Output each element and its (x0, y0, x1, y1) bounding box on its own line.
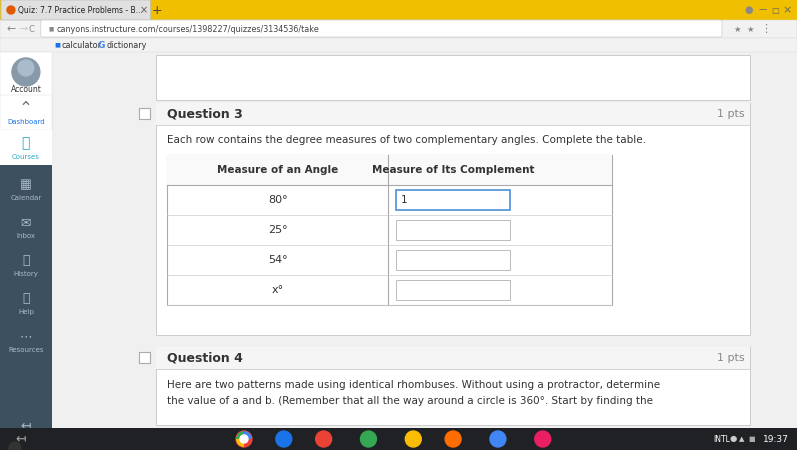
FancyBboxPatch shape (156, 347, 750, 425)
Text: ✉: ✉ (21, 216, 31, 230)
Text: ←: ← (7, 24, 16, 34)
Text: 1: 1 (400, 195, 407, 205)
Circle shape (276, 431, 292, 447)
Text: ★: ★ (734, 24, 742, 33)
Text: 80°: 80° (268, 195, 288, 205)
Bar (167, 155, 613, 305)
Bar (0, 95, 52, 130)
Text: +: + (152, 4, 162, 17)
Text: ↤: ↤ (15, 432, 26, 446)
Text: ×: × (782, 5, 792, 15)
FancyBboxPatch shape (41, 20, 722, 37)
Text: ●: ● (730, 435, 738, 444)
Text: G: G (98, 40, 105, 50)
Bar (396, 190, 510, 210)
Text: Resources: Resources (8, 347, 44, 353)
Text: ★: ★ (747, 24, 754, 33)
Text: —: — (759, 5, 767, 14)
Bar (0, 130, 52, 165)
Text: ⧖: ⧖ (22, 255, 30, 267)
Text: ▦: ▦ (20, 179, 32, 192)
Bar (0, 165, 52, 428)
Text: canyons.instructure.com/courses/1398227/quizzes/3134536/take: canyons.instructure.com/courses/1398227/… (57, 24, 319, 33)
Text: ⎕: ⎕ (22, 136, 30, 150)
Circle shape (18, 60, 34, 76)
Text: dictionary: dictionary (106, 40, 147, 50)
Text: ⌃: ⌃ (19, 99, 33, 117)
Text: the value of a and b. (Remember that all the way around a circle is 360°. Start : the value of a and b. (Remember that all… (167, 396, 654, 406)
Text: Question 4: Question 4 (167, 351, 243, 364)
Wedge shape (244, 439, 252, 447)
Text: ■: ■ (749, 436, 755, 442)
Text: ■: ■ (54, 42, 61, 48)
Text: Calendar: Calendar (10, 195, 42, 201)
Text: 1 pts: 1 pts (718, 353, 745, 363)
Bar (0, 20, 797, 38)
Text: Quiz: 7.7 Practice Problems - B...: Quiz: 7.7 Practice Problems - B... (18, 5, 142, 14)
Bar (396, 220, 510, 240)
Text: Account: Account (10, 86, 42, 94)
Text: ⓘ: ⓘ (22, 292, 30, 306)
Bar (0, 38, 797, 52)
Bar (156, 347, 750, 369)
Circle shape (236, 431, 252, 447)
FancyBboxPatch shape (1, 0, 150, 20)
Text: ⋮: ⋮ (760, 24, 771, 34)
Text: Question 3: Question 3 (167, 108, 243, 121)
Text: calculator: calculator (62, 40, 102, 50)
Text: ×: × (139, 5, 147, 15)
Text: C: C (29, 24, 34, 33)
Wedge shape (236, 439, 244, 447)
Text: 25°: 25° (268, 225, 288, 235)
Text: History: History (14, 271, 38, 277)
Bar (396, 280, 510, 300)
Text: ⋯: ⋯ (20, 330, 32, 343)
Circle shape (534, 431, 550, 447)
Text: Measure of an Angle: Measure of an Angle (218, 165, 338, 175)
Text: Measure of Its Complement: Measure of Its Complement (372, 165, 534, 175)
Text: Inbox: Inbox (16, 233, 35, 239)
FancyBboxPatch shape (139, 352, 150, 363)
Circle shape (7, 6, 15, 14)
Bar (167, 155, 613, 185)
Text: Dashboard: Dashboard (7, 119, 45, 125)
FancyBboxPatch shape (156, 103, 750, 335)
Text: Courses: Courses (12, 154, 40, 160)
FancyBboxPatch shape (156, 55, 750, 100)
Text: ▲: ▲ (739, 436, 744, 442)
Circle shape (316, 431, 332, 447)
Bar (52, 52, 797, 428)
Circle shape (9, 442, 21, 450)
Bar (0, 0, 797, 20)
FancyBboxPatch shape (139, 108, 150, 119)
Text: INTL: INTL (713, 435, 730, 444)
Text: Each row contains the degree measures of two complementary angles. Complete the : Each row contains the degree measures of… (167, 135, 646, 145)
Bar (396, 250, 510, 270)
Text: Here are two patterns made using identical rhombuses. Without using a protractor: Here are two patterns made using identic… (167, 380, 661, 390)
Circle shape (12, 58, 40, 86)
Text: 1 pts: 1 pts (718, 109, 745, 119)
Circle shape (445, 431, 461, 447)
Text: ↤: ↤ (21, 419, 31, 432)
Text: ●: ● (745, 5, 754, 15)
Wedge shape (236, 431, 244, 439)
Text: Help: Help (18, 309, 34, 315)
Bar (0, 428, 797, 450)
Text: 54°: 54° (268, 255, 288, 265)
Text: ■: ■ (49, 27, 54, 32)
Circle shape (406, 431, 422, 447)
Wedge shape (244, 431, 252, 439)
Circle shape (490, 431, 506, 447)
Bar (156, 103, 750, 125)
Text: 19:37: 19:37 (763, 435, 789, 444)
Text: x°: x° (272, 285, 284, 295)
Text: →: → (18, 24, 27, 34)
Text: □: □ (770, 5, 778, 14)
Circle shape (240, 435, 248, 443)
Bar (0, 52, 52, 152)
Circle shape (361, 431, 377, 447)
